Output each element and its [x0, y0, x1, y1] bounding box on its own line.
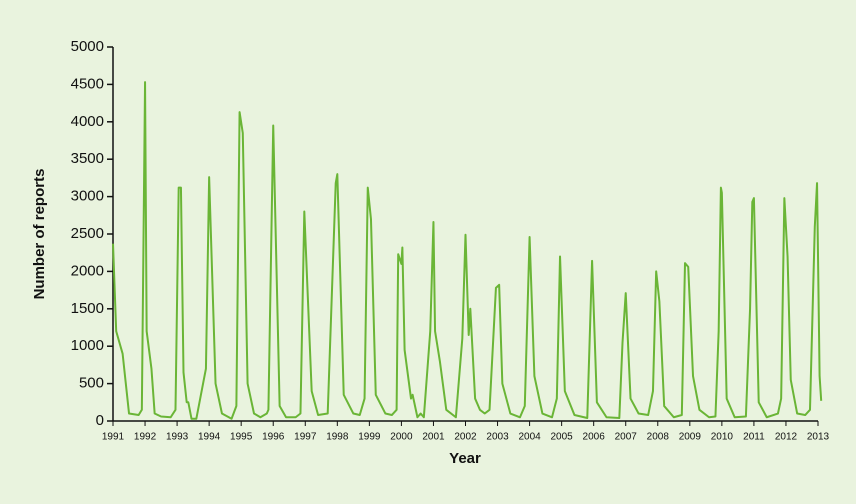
y-tick-label: 1000 [71, 337, 104, 354]
x-tick-label: 2000 [390, 432, 413, 443]
y-tick-label: 4000 [71, 113, 104, 130]
y-tick-label: 0 [96, 412, 104, 429]
x-tick-label: 1995 [230, 432, 253, 443]
x-tick-label: 2007 [615, 432, 638, 443]
x-tick-label: 2011 [743, 432, 765, 443]
x-tick-label: 1999 [358, 432, 381, 443]
x-tick-label: 2012 [775, 432, 798, 443]
y-tick-label: 4500 [71, 75, 104, 92]
x-tick-label: 1994 [198, 432, 221, 443]
x-tick-label: 2006 [583, 432, 606, 443]
x-tick-label: 2001 [422, 432, 445, 443]
y-tick-label: 500 [79, 375, 104, 392]
x-tick-label: 1991 [102, 432, 125, 443]
y-tick-label: 2500 [71, 225, 104, 242]
x-axis-title: Year [449, 450, 481, 467]
data-line [112, 81, 823, 420]
x-tick-label: 2005 [551, 432, 574, 443]
x-tick-label: 1997 [294, 432, 317, 443]
y-tick-label: 1500 [71, 300, 104, 317]
y-tick-label: 3000 [71, 188, 104, 205]
x-tick-label: 2010 [711, 432, 734, 443]
x-tick-label: 1996 [262, 432, 285, 443]
x-tick-label: 2004 [518, 432, 541, 443]
x-tick-label: 1992 [134, 432, 157, 443]
x-tick-label: 1993 [166, 432, 189, 443]
x-tick-label: 1998 [326, 432, 349, 443]
y-axis-title: Number of reports [31, 169, 48, 300]
x-tick-label: 2013 [807, 432, 830, 443]
x-tick-label: 2003 [486, 432, 509, 443]
x-tick-label: 2009 [679, 432, 702, 443]
y-tick-label: 2000 [71, 262, 104, 279]
x-tick-label: 2008 [647, 432, 670, 443]
y-tick-label: 5000 [71, 38, 104, 55]
y-tick-label: 3500 [71, 150, 104, 167]
x-tick-label: 2002 [454, 432, 477, 443]
